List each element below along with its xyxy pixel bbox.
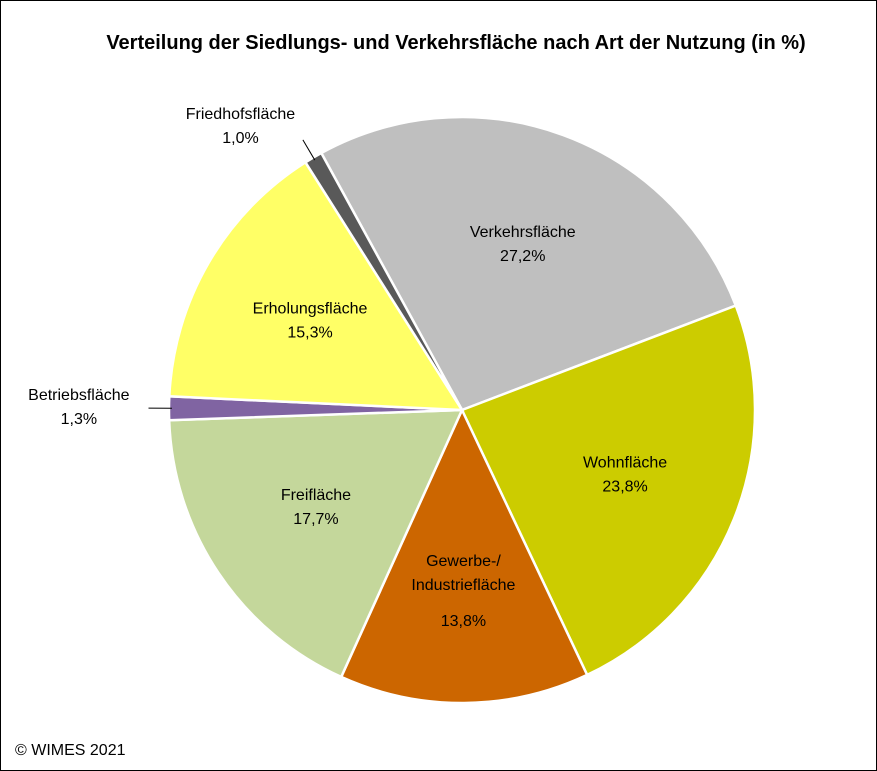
label-line: Wohnfläche bbox=[583, 455, 667, 472]
label-line: 1,0% bbox=[222, 130, 258, 147]
slice-label: Erholungsfläche 15,3% bbox=[253, 301, 368, 342]
slice-text: Erholungsfläche 15,3% bbox=[253, 301, 368, 342]
source-note: © WIMES 2021 bbox=[15, 742, 126, 759]
slice-text: Wohnfläche 23,8% bbox=[583, 455, 667, 496]
label-line: 17,7% bbox=[293, 511, 338, 528]
leader-line bbox=[302, 139, 316, 161]
label-line: 1,3% bbox=[61, 411, 97, 428]
chart-title: Verteilung der Siedlungs- und Verkehrsfl… bbox=[106, 32, 806, 54]
label-line: Freifläche bbox=[281, 487, 351, 504]
label-line: Erholungsfläche bbox=[253, 301, 368, 318]
pie-slice bbox=[168, 160, 465, 412]
pie-slice bbox=[460, 303, 757, 677]
slice-text: Betriebsfläche 1,3% bbox=[28, 387, 129, 428]
label-line: Verkehrsfläche bbox=[470, 224, 576, 241]
slice-label: Betriebsfläche 1,3% bbox=[28, 387, 172, 428]
slice-label: Wohnfläche 23,8% bbox=[583, 455, 667, 496]
label-line: 27,2% bbox=[500, 248, 545, 265]
slice-text: Freifläche 17,7% bbox=[281, 487, 351, 528]
label-line: Friedhofsfläche bbox=[186, 106, 295, 123]
slice-text: Gewerbe-/ Industriefläche bbox=[411, 553, 515, 594]
pie-slice bbox=[319, 115, 738, 412]
label-line: Industriefläche bbox=[411, 577, 515, 594]
slice-value: 13,8% bbox=[441, 613, 486, 630]
pie-slice bbox=[339, 407, 589, 705]
label-line: Gewerbe-/ bbox=[426, 553, 501, 570]
slice-label: Gewerbe-/ Industriefläche 13,8% bbox=[411, 553, 515, 630]
slice-label: Friedhofsfläche 1,0% bbox=[186, 106, 316, 161]
label-line: 15,3% bbox=[287, 325, 332, 342]
slice-text: Friedhofsfläche 1,0% bbox=[186, 106, 295, 147]
label-line: Betriebsfläche bbox=[28, 387, 129, 404]
slice-label: Verkehrsfläche 27,2% bbox=[470, 224, 576, 265]
pie-slice bbox=[167, 408, 464, 679]
label-line: 23,8% bbox=[602, 479, 647, 496]
slice-label: Freifläche 17,7% bbox=[281, 487, 351, 528]
slice-text: Verkehrsfläche 27,2% bbox=[470, 224, 576, 265]
